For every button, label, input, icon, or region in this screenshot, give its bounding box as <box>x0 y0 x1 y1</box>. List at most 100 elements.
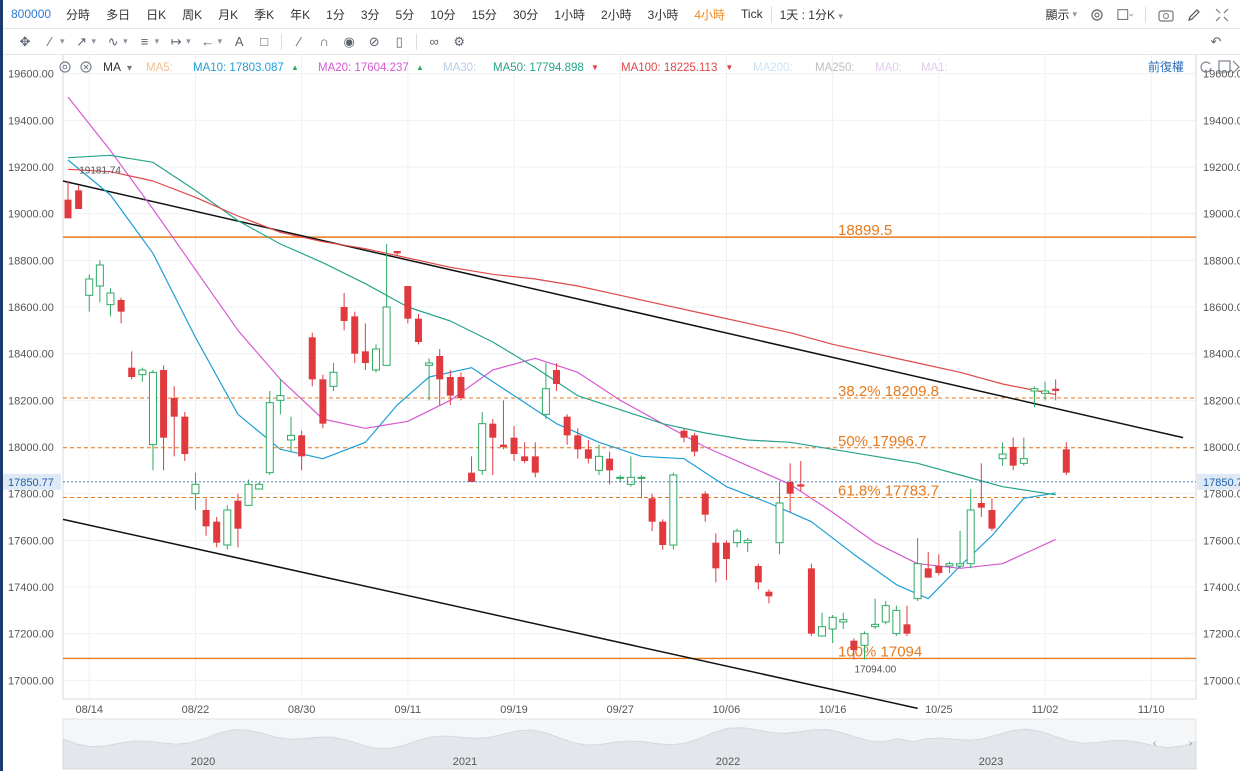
candle-body[interactable] <box>117 300 125 312</box>
candle-body[interactable] <box>255 483 264 490</box>
legend-name[interactable]: MA <box>103 60 121 74</box>
candle-body[interactable] <box>553 370 561 384</box>
fib-tool-icon[interactable]: ≡ <box>140 34 149 49</box>
candle-body[interactable] <box>584 449 592 459</box>
candle-body[interactable] <box>351 316 359 354</box>
candle-body[interactable] <box>1062 449 1070 473</box>
interval-button[interactable]: 4小時 <box>694 7 726 22</box>
candle-body[interactable] <box>913 563 922 600</box>
candle-body[interactable] <box>64 199 72 219</box>
hide-icon[interactable]: ⊘ <box>368 34 380 49</box>
candle-body[interactable] <box>680 430 688 438</box>
candle-body[interactable] <box>669 474 678 546</box>
candle-body[interactable] <box>892 609 901 635</box>
lock-icon[interactable]: ◉ <box>343 34 355 49</box>
candle-body[interactable] <box>637 476 646 479</box>
candle-body[interactable] <box>393 251 401 254</box>
candle-body[interactable] <box>743 539 752 544</box>
candle-body[interactable] <box>701 493 709 515</box>
candle-body[interactable] <box>850 640 858 650</box>
candle-body[interactable] <box>616 476 625 479</box>
candle-body[interactable] <box>160 370 168 438</box>
interval-button[interactable]: 日K <box>146 7 167 22</box>
candle-body[interactable] <box>138 369 147 376</box>
candle-body[interactable] <box>436 356 444 380</box>
candle-body[interactable] <box>541 388 550 415</box>
legend-item[interactable]: MA200: <box>753 62 793 74</box>
interval-button[interactable]: 周K <box>182 7 203 22</box>
candle-body[interactable] <box>860 633 869 646</box>
candle-body[interactable] <box>765 591 773 597</box>
wave-tool-icon[interactable]: ∿ <box>107 34 119 49</box>
link-icon[interactable]: ∞ <box>429 34 439 49</box>
undo-icon[interactable]: ↶ <box>1210 34 1222 49</box>
candle-body[interactable] <box>659 521 667 545</box>
chart-area[interactable]: 18899.5 38.2% 18209.8 50% 17996.7 61.8% 177… <box>3 55 1240 771</box>
legend-item[interactable]: MA20: 17604.237 ▲ <box>318 62 424 74</box>
candle-body[interactable] <box>244 483 253 506</box>
candle-body[interactable] <box>754 566 762 583</box>
candle-body[interactable] <box>988 510 996 529</box>
time-navigator[interactable]: 2020 2021 2022 2023 ‹ › <box>62 718 1197 770</box>
pencil-icon[interactable] <box>1186 7 1202 23</box>
reset-icon[interactable] <box>1200 61 1212 73</box>
candle-body[interactable] <box>308 337 316 380</box>
candle-body[interactable] <box>361 351 369 363</box>
candle-body[interactable] <box>287 434 296 441</box>
legend-item[interactable]: MA0: <box>875 62 902 74</box>
measure-tool-icon[interactable]: ↦ <box>170 34 182 49</box>
candle-body[interactable] <box>521 456 529 461</box>
interval-button[interactable]: 分時 <box>66 7 91 22</box>
candle-body[interactable] <box>1009 447 1017 466</box>
candle-body[interactable] <box>446 377 454 396</box>
candle-body[interactable] <box>75 190 83 209</box>
trendline[interactable] <box>62 180 1184 439</box>
candle-body[interactable] <box>265 402 274 474</box>
candle-body[interactable] <box>595 455 603 471</box>
period-select[interactable]: 1天 : 1分K ▾ <box>770 5 851 23</box>
candle-body[interactable] <box>956 563 965 567</box>
candle-body[interactable] <box>1041 390 1050 394</box>
candle-body[interactable] <box>319 379 327 424</box>
display-menu[interactable]: 顯示 ▾ <box>1045 6 1077 23</box>
chevron-left-icon[interactable]: ‹ <box>1153 738 1156 749</box>
candle-body[interactable] <box>797 484 805 487</box>
candle-body[interactable] <box>648 498 656 522</box>
candle-body[interactable] <box>404 286 412 319</box>
candle-body[interactable] <box>998 453 1007 460</box>
candle-body[interactable] <box>85 278 94 296</box>
interval-button[interactable]: 季K <box>254 7 275 22</box>
candle-body[interactable] <box>691 435 699 452</box>
ruler-icon[interactable]: ∕ <box>298 34 301 49</box>
candle-body[interactable] <box>1030 388 1039 392</box>
candle-body[interactable] <box>733 530 742 544</box>
legend-item[interactable]: MA50: 17794.898 ▼ <box>493 62 599 74</box>
candle-body[interactable] <box>1052 388 1060 391</box>
candle-body[interactable] <box>510 437 518 454</box>
interval-button[interactable]: Tick <box>741 7 763 21</box>
legend-item[interactable]: MA250: <box>815 62 855 74</box>
candle-body[interactable] <box>468 472 476 482</box>
candle-body[interactable] <box>924 568 932 578</box>
candle-body[interactable] <box>414 318 422 342</box>
candle-body[interactable] <box>563 416 571 436</box>
candle-body[interactable] <box>234 500 242 529</box>
symbol-code[interactable]: 800000 <box>11 7 52 21</box>
candle-body[interactable] <box>903 624 911 634</box>
chevron-down-icon[interactable]: ▾ <box>127 63 132 74</box>
collapse-icon[interactable] <box>1232 60 1240 74</box>
interval-button[interactable]: 月K <box>218 7 239 22</box>
candle-body[interactable] <box>128 367 136 377</box>
line-tool-icon[interactable]: ∕ <box>48 34 52 49</box>
candle-body[interactable] <box>828 616 837 630</box>
candle-body[interactable] <box>223 509 232 546</box>
interval-button[interactable]: 3分 <box>360 7 380 22</box>
candle-body[interactable] <box>489 423 497 438</box>
candle-body[interactable] <box>478 423 487 471</box>
candle-body[interactable] <box>95 264 104 287</box>
chevron-right-icon[interactable]: › <box>1189 738 1192 749</box>
candle-body[interactable] <box>574 435 582 450</box>
candle-body[interactable] <box>945 563 954 567</box>
candle-body[interactable] <box>170 398 178 417</box>
interval-button[interactable]: 年K <box>290 7 311 22</box>
